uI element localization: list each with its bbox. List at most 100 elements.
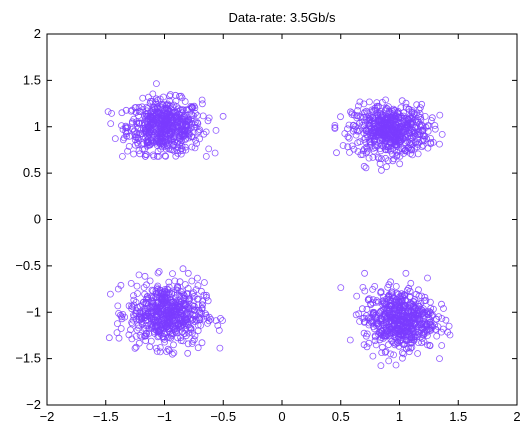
data-point <box>384 157 392 165</box>
data-point <box>165 328 173 336</box>
x-tick-label: 2 <box>513 409 520 424</box>
data-point <box>149 90 157 98</box>
data-point <box>111 135 119 143</box>
data-point <box>397 123 405 131</box>
data-point <box>135 103 143 111</box>
data-point <box>366 116 374 124</box>
data-point <box>142 312 150 320</box>
data-point <box>125 142 133 150</box>
data-point <box>421 113 429 120</box>
data-point <box>416 302 423 310</box>
data-point <box>159 137 166 145</box>
data-point <box>423 309 431 317</box>
data-point <box>353 112 361 120</box>
data-point <box>420 330 428 338</box>
data-point <box>408 300 416 308</box>
data-point <box>337 113 344 121</box>
data-point <box>134 140 142 148</box>
data-point <box>385 357 393 365</box>
data-point <box>365 154 373 162</box>
data-point <box>414 315 422 322</box>
data-point <box>161 152 169 160</box>
data-point <box>390 305 398 313</box>
data-point <box>346 336 354 344</box>
data-point <box>418 319 426 327</box>
data-point <box>173 286 181 294</box>
data-point <box>108 110 115 117</box>
data-point <box>205 317 213 325</box>
data-point <box>113 329 121 337</box>
data-point <box>135 324 143 332</box>
data-point <box>183 290 191 298</box>
data-point <box>369 352 377 360</box>
data-point <box>129 125 137 133</box>
data-point <box>445 322 453 330</box>
data-point <box>154 137 162 145</box>
data-point <box>406 336 414 343</box>
data-point <box>166 305 174 312</box>
data-point <box>374 153 382 161</box>
data-point <box>407 279 415 287</box>
data-point <box>434 323 442 331</box>
data-point <box>151 105 159 113</box>
data-point <box>107 120 115 127</box>
data-point <box>205 145 213 153</box>
data-point <box>410 321 418 329</box>
data-point <box>198 304 206 312</box>
data-point <box>188 119 196 127</box>
data-point <box>200 279 208 286</box>
data-point <box>379 135 387 143</box>
data-point <box>377 289 385 297</box>
data-point <box>166 325 174 333</box>
data-point <box>397 321 405 329</box>
data-point <box>154 126 162 134</box>
data-point <box>395 333 403 341</box>
data-point <box>383 318 391 326</box>
data-point <box>157 145 165 153</box>
y-tick-label: 0 <box>34 212 41 227</box>
data-point <box>397 336 405 343</box>
data-point <box>379 127 387 135</box>
data-point <box>366 139 374 147</box>
data-point <box>185 296 193 304</box>
data-point <box>173 128 181 135</box>
data-point <box>132 108 140 116</box>
x-tick-label: 0 <box>278 409 285 424</box>
data-point <box>142 330 150 338</box>
data-point <box>150 152 158 160</box>
data-point <box>424 122 432 129</box>
data-point <box>362 164 370 172</box>
data-point <box>195 306 203 314</box>
data-point <box>190 302 198 310</box>
data-point <box>331 122 339 129</box>
data-point <box>359 283 367 291</box>
data-point <box>137 315 145 323</box>
data-point <box>196 135 204 143</box>
data-point <box>114 302 122 310</box>
data-point <box>202 152 210 160</box>
data-point <box>119 136 127 144</box>
data-point <box>398 332 406 340</box>
data-point <box>421 293 429 301</box>
data-point <box>132 298 140 306</box>
data-point <box>400 112 407 120</box>
data-point <box>410 303 418 311</box>
data-point <box>345 121 353 129</box>
data-point <box>133 282 141 290</box>
data-point <box>408 339 416 347</box>
data-point <box>185 105 193 113</box>
data-point <box>198 100 206 108</box>
data-point <box>189 311 197 319</box>
data-point <box>184 269 192 277</box>
data-point <box>136 309 144 317</box>
data-point <box>147 337 155 345</box>
data-point <box>387 145 394 153</box>
data-point <box>144 316 152 323</box>
data-point <box>179 290 187 298</box>
data-point <box>375 116 383 124</box>
data-point <box>161 338 169 346</box>
data-point <box>390 321 398 329</box>
data-point <box>122 122 130 130</box>
data-point <box>178 328 186 336</box>
data-point <box>143 293 151 301</box>
